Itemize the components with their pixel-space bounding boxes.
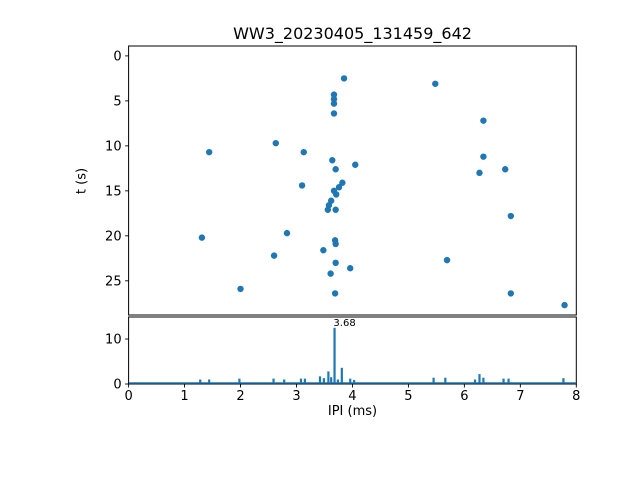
scatter-point [480, 153, 487, 160]
x-axis-label: IPI (ms) [327, 404, 378, 419]
peak-annotation: 3.68 [333, 318, 355, 329]
scatter-point [205, 148, 213, 156]
scatter-point [443, 256, 451, 264]
scatter-point [330, 95, 338, 103]
scatter-point [327, 270, 334, 277]
histogram-bar [562, 378, 565, 383]
scatter-point [480, 117, 487, 124]
scatter-point [339, 179, 346, 186]
histogram-bar [330, 377, 333, 383]
scatter-point [352, 161, 359, 168]
hist-y-tick-label: 10 [105, 333, 122, 348]
scatter-point [298, 182, 306, 189]
x-tick-label: 4 [348, 389, 356, 404]
histogram-bar [283, 379, 286, 383]
plot-title: WW3_20230405_131459_642 [233, 24, 472, 43]
scatter-point [331, 290, 339, 297]
scatter-point [507, 212, 515, 220]
histogram-bar [199, 379, 202, 383]
histogram-bar [336, 379, 339, 383]
histogram-bar [208, 379, 211, 383]
scatter-point [332, 206, 339, 213]
histogram-bar [502, 378, 505, 383]
scatter-point [502, 166, 509, 173]
x-tick-label: 6 [460, 389, 468, 404]
histogram-bar [272, 378, 275, 383]
histogram-bar [340, 367, 343, 383]
hist-y-tick-label: 0 [113, 378, 121, 393]
x-tick-label: 8 [572, 389, 580, 404]
scatter-point [330, 91, 338, 98]
scatter-point [324, 206, 332, 213]
scatter-point [507, 290, 515, 297]
x-tick-label: 5 [404, 389, 412, 404]
y-tick-label: 25 [105, 274, 122, 289]
scatter-point [332, 166, 339, 173]
histogram-bar [322, 378, 326, 383]
x-tick-label: 2 [236, 389, 244, 404]
histogram-bar [507, 378, 510, 383]
histogram-bar [238, 378, 241, 383]
scatter-point [332, 259, 339, 267]
histogram-bar [299, 378, 303, 383]
scatter-point [332, 240, 339, 248]
y-tick-label: 10 [105, 139, 122, 154]
scatter-point [476, 169, 483, 177]
histogram-bar [444, 377, 447, 383]
scatter-point [432, 80, 439, 87]
scatter-point [272, 139, 279, 147]
x-tick-label: 7 [516, 389, 524, 404]
scatter-point [320, 247, 327, 254]
histogram-bar [432, 377, 435, 383]
y-tick-label: 15 [105, 184, 122, 199]
scatter-point [329, 157, 336, 164]
scatter-point [335, 184, 343, 191]
scatter-point [237, 285, 244, 293]
y-tick-label: 0 [113, 49, 121, 64]
scatter-point [333, 191, 340, 198]
scatter-point [198, 234, 206, 241]
y-tick-label: 20 [105, 229, 122, 244]
histogram-bar [318, 376, 322, 383]
y-tick-label: 5 [113, 94, 121, 109]
histogram-bar [478, 374, 481, 383]
histogram-bar [473, 379, 477, 383]
scatter-point [561, 301, 568, 309]
x-tick-label: 3 [292, 389, 300, 404]
histogram-bar [303, 378, 306, 383]
scatter-point [340, 75, 348, 82]
scatter-axes-frame [128, 45, 577, 316]
histogram-bar [482, 377, 485, 383]
scatter-point [270, 252, 278, 259]
histogram-bar [333, 327, 336, 383]
scatter-point [347, 265, 354, 272]
histogram-bar [349, 378, 352, 383]
histogram-bar [327, 371, 330, 383]
scatter-point [330, 100, 338, 107]
scatter-point [283, 229, 291, 237]
histogram-bar [353, 379, 356, 383]
scatter-point [300, 148, 307, 156]
scatter-point [330, 110, 338, 117]
x-tick-label: 1 [180, 389, 188, 404]
x-tick-label: 0 [124, 389, 132, 404]
